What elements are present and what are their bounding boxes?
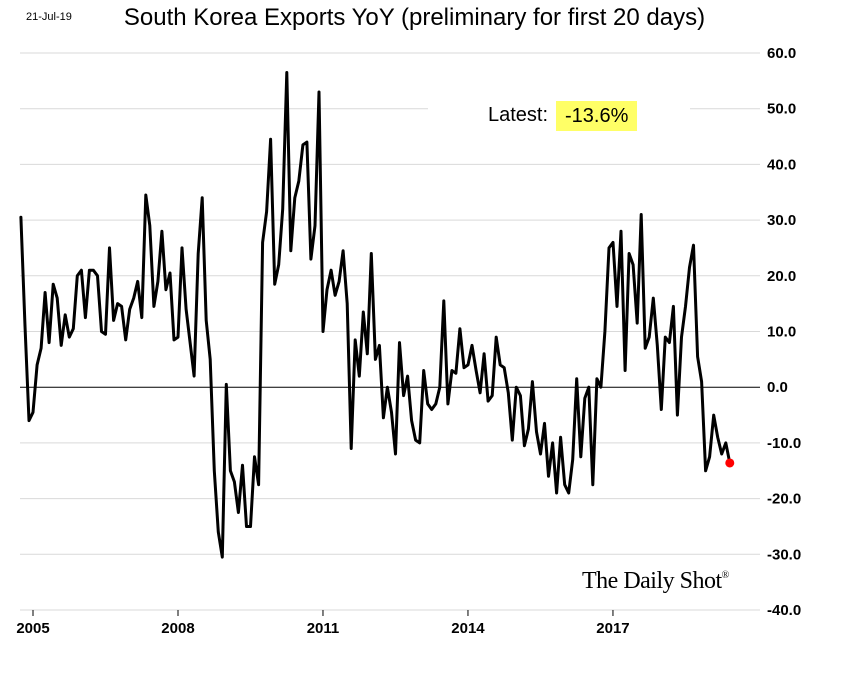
y-tick-label: -30.0 (767, 546, 801, 563)
y-tick-label: -40.0 (767, 602, 801, 619)
latest-marker (725, 458, 735, 468)
brand-logo: The Daily Shot® (582, 568, 729, 595)
x-tick-label: 2005 (16, 620, 49, 637)
chart-title: South Korea Exports YoY (preliminary for… (0, 4, 845, 32)
y-tick-label: -10.0 (767, 435, 801, 452)
latest-label: Latest: (488, 104, 549, 126)
series-line (19, 71, 732, 559)
y-tick-label: 40.0 (767, 156, 796, 173)
y-tick-label: -20.0 (767, 491, 801, 508)
x-tick-label: 2014 (451, 620, 485, 637)
x-tick-label: 2008 (161, 620, 194, 637)
y-tick-label: 0.0 (767, 379, 788, 396)
y-tick-label: 50.0 (767, 101, 796, 118)
y-tick-label: 10.0 (767, 324, 796, 341)
y-tick-label: 30.0 (767, 212, 796, 229)
y-tick-label: 60.0 (767, 45, 796, 62)
latest-value-badge: -13.6% (556, 101, 638, 131)
x-tick-label: 2017 (596, 620, 629, 637)
chart-title-text: South Korea Exports YoY (preliminary for… (123, 4, 706, 31)
brand-name: The Daily Shot (582, 568, 722, 594)
y-tick-label: 20.0 (767, 268, 796, 285)
x-tick-label: 2011 (307, 620, 340, 637)
brand-mark: ® (721, 570, 730, 581)
date-label: 21-Jul-19 (26, 11, 72, 23)
